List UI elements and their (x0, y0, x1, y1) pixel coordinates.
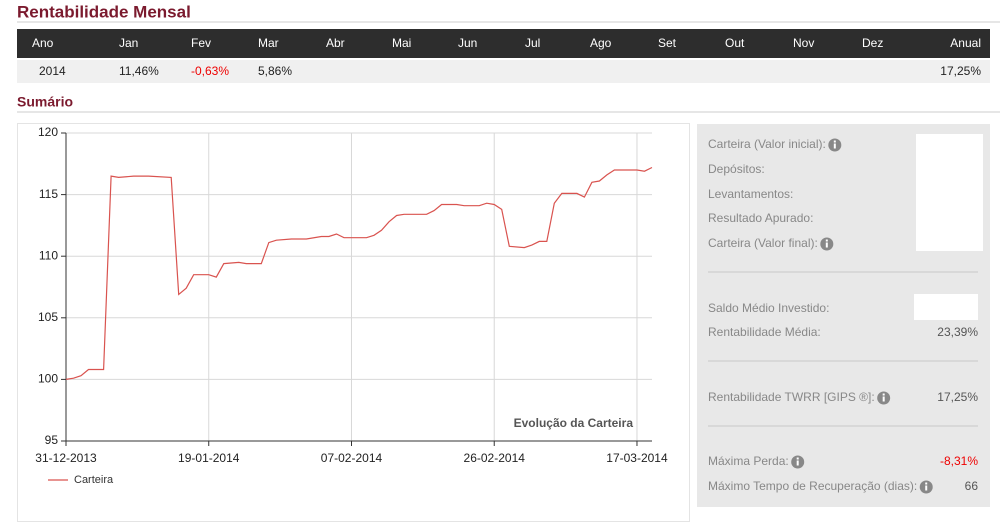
column-header: Nov (793, 36, 814, 50)
section-title: Rentabilidade Mensal (17, 2, 191, 21)
x-tick-label: 19-01-2014 (178, 451, 240, 465)
panel-label: Saldo Médio Investido: (708, 301, 829, 315)
info-icon-glyph (825, 242, 828, 248)
table-header (17, 29, 990, 58)
info-icon-glyph (796, 457, 799, 460)
column-header: Jan (119, 36, 138, 50)
info-icon-glyph (925, 485, 928, 491)
y-tick-label: 120 (38, 125, 58, 139)
table-cell: 2014 (39, 64, 66, 78)
panel-label: Levantamentos: (708, 187, 793, 201)
info-icon-glyph (825, 239, 828, 242)
info-icon-glyph (925, 482, 928, 485)
y-tick-label: 110 (39, 248, 58, 262)
info-icon-glyph (882, 396, 885, 402)
panel-label: Rentabilidade TWRR [GIPS ®]: (708, 390, 875, 404)
panel-label: Máxima Perda: (708, 454, 789, 468)
panel-label: Rentabilidade Média: (708, 325, 821, 339)
table-cell: 5,86% (258, 64, 292, 78)
column-header: Anual (950, 36, 981, 50)
table-cell: 17,25% (940, 64, 981, 78)
column-header: Jun (458, 36, 477, 50)
panel-value: 17,25% (937, 390, 978, 404)
table-cell: -0,63% (191, 64, 229, 78)
panel-value: 66 (965, 479, 979, 493)
column-header: Out (725, 36, 745, 50)
column-header: Mar (258, 36, 279, 50)
y-tick-label: 115 (39, 187, 58, 201)
y-tick-label: 100 (38, 372, 58, 386)
column-header: Jul (525, 36, 540, 50)
column-header: Set (658, 36, 677, 50)
column-header: Fev (191, 36, 211, 50)
panel-value: -8,31% (940, 454, 978, 468)
column-header: Ano (32, 36, 54, 50)
chart-frame (17, 123, 690, 522)
column-header: Mai (392, 36, 411, 50)
panel-label: Resultado Apurado: (708, 211, 813, 225)
info-icon-glyph (796, 460, 799, 466)
info-icon-glyph (833, 143, 836, 149)
series-line (65, 166, 653, 380)
section-title: Sumário (17, 94, 73, 110)
column-header: Abr (326, 36, 345, 50)
x-tick-label: 26-02-2014 (464, 451, 526, 465)
info-icon-glyph (882, 393, 885, 396)
column-header: Dez (862, 36, 883, 50)
chart-annotation: Evolução da Carteira (514, 416, 634, 430)
x-tick-label: 31-12-2013 (35, 451, 97, 465)
x-tick-label: 17-03-2014 (606, 451, 668, 465)
value-box (914, 294, 978, 320)
y-tick-label: 95 (45, 433, 59, 447)
table-cell: 11,46% (119, 64, 159, 78)
x-tick-label: 07-02-2014 (321, 451, 383, 465)
y-tick-label: 105 (38, 310, 58, 324)
legend-label: Carteira (74, 474, 114, 486)
panel-value: 23,39% (937, 325, 978, 339)
panel-label: Máximo Tempo de Recuperação (dias): (708, 479, 917, 493)
panel-label: Depósitos: (708, 162, 765, 176)
info-icon-glyph (833, 140, 836, 143)
panel-label: Carteira (Valor final): (708, 236, 818, 250)
value-box (916, 134, 983, 251)
column-header: Ago (590, 36, 612, 50)
panel-label: Carteira (Valor inicial): (708, 137, 826, 151)
table-row (17, 60, 990, 83)
